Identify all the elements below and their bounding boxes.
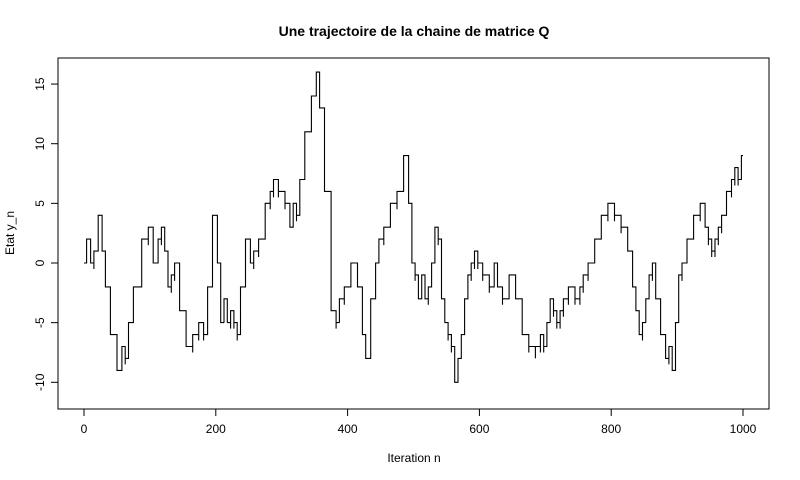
x-axis: 0 200 400 600 800 1000: [81, 408, 757, 436]
y-tick-label: 10: [33, 137, 47, 151]
y-tick-label: 0: [33, 259, 47, 266]
y-tick-label: 15: [33, 77, 47, 91]
x-tick-label: 800: [601, 422, 621, 436]
y-tick-label: 5: [33, 200, 47, 207]
x-axis-label: Iteration n: [387, 451, 440, 465]
y-axis-label: Etat y_n: [3, 211, 17, 255]
chart-title: Une trajectoire de la chaine de matrice …: [279, 23, 550, 39]
series-layer: [84, 71, 743, 383]
x-tick-label: 600: [469, 422, 489, 436]
y-axis: -10 -5 0 5 10 15: [33, 77, 59, 391]
series-line-0: [84, 71, 743, 383]
y-tick-label: -10: [33, 373, 47, 391]
x-tick-label: 400: [338, 422, 358, 436]
x-tick-label: 0: [81, 422, 88, 436]
x-tick-label: 200: [206, 422, 226, 436]
x-tick-label: 1000: [730, 422, 757, 436]
y-tick-label: -5: [33, 317, 47, 328]
